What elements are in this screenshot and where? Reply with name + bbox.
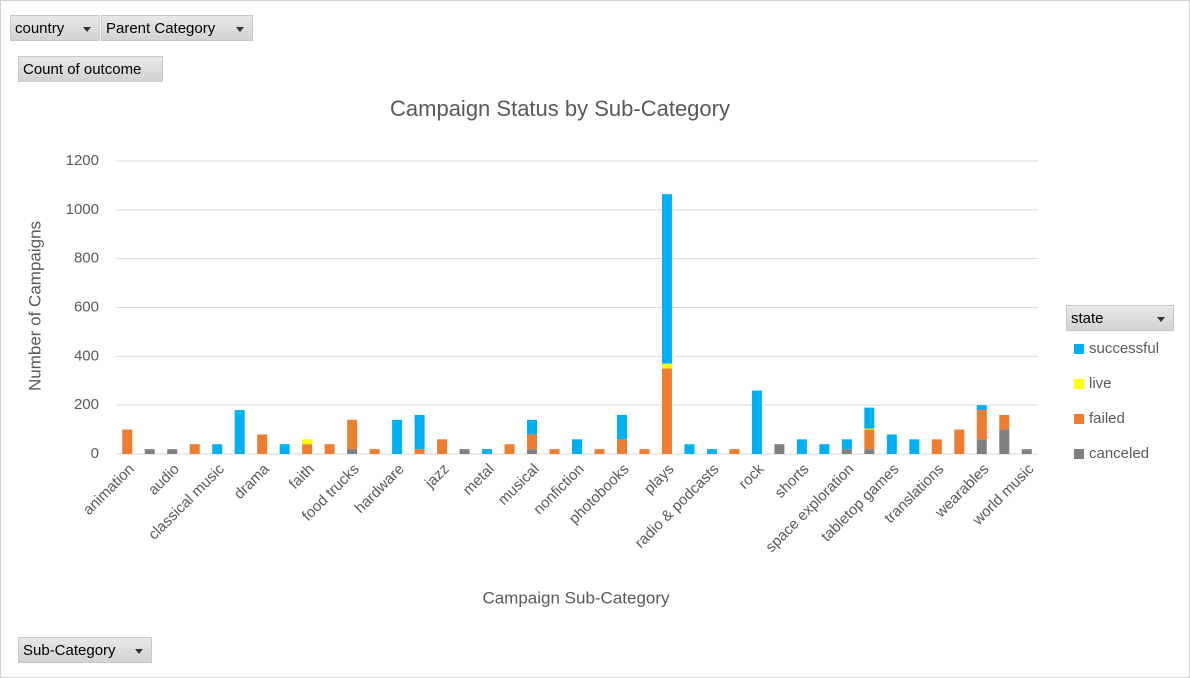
legend-swatch [1074,344,1084,354]
x-tick-label: radio & podcasts [632,461,723,552]
legend-label: successful [1089,340,1159,357]
bar-segment [392,419,403,454]
bar-segment [189,444,200,454]
chart-title: Campaign Status by Sub-Category [390,96,730,121]
legend-label: canceled [1089,445,1149,462]
button-label: Count of outcome [23,61,142,78]
bar-segment [347,449,358,454]
x-tick-label: animation [80,461,138,519]
button-label: Parent Category [106,20,216,37]
x-tick-label: plays [641,461,678,498]
x-tick-label: audio [145,461,183,499]
bar-segment [864,449,875,454]
bar-segment [999,429,1010,454]
bar-segment [324,444,335,454]
bar-segment [999,414,1010,430]
bar-segment [616,439,627,454]
y-axis-label: Number of Campaigns [25,221,44,391]
bar-segment [976,410,987,440]
legend-swatch [1074,414,1084,424]
axis-field-button[interactable]: Sub-Category [18,637,152,663]
x-tick-label: drama [231,460,274,503]
bar-segment [931,439,942,454]
bar-segment [774,444,785,454]
bar-segment [1021,449,1032,454]
bar-segment [639,449,650,454]
bar-segment [886,434,897,454]
y-tick-label: 600 [74,298,99,315]
bar-segment [616,414,627,440]
bar-segment [661,363,672,369]
legend-label: live [1089,375,1112,392]
button-label: Sub-Category [23,642,116,659]
bar-segment [347,419,358,450]
bar-segment [976,405,987,411]
y-tick-label: 1000 [66,201,99,218]
country-filter[interactable]: country [10,15,100,41]
bar-segment [864,429,875,450]
legend-label: failed [1089,410,1125,427]
legend-swatch [1074,449,1084,459]
bar-segment [527,419,538,435]
legend-field-button[interactable]: state [1066,305,1174,331]
bar-segment [841,449,852,454]
parent-category-filter[interactable]: Parent Category [101,15,253,41]
bar-segment [212,444,223,454]
y-tick-label: 200 [74,396,99,413]
bar-segment [796,439,807,454]
button-label: state [1071,310,1104,327]
bar-segment [549,449,560,454]
bar-segment [819,444,830,454]
x-tick-label: faith [286,461,318,493]
bar-segment [594,449,605,454]
bar-segment [661,368,672,454]
bar-segment [302,439,313,445]
bar-segment [864,428,875,430]
bar-segment [437,439,448,454]
y-tick-label: 1200 [66,152,99,169]
bar-segment [257,434,268,454]
values-field-button[interactable]: Count of outcome [18,56,163,82]
button-label: country [15,20,65,37]
y-tick-label: 0 [91,445,99,462]
bar-segment [234,410,245,454]
bar-segment [504,444,515,454]
bar-segment [864,407,875,429]
bar-segment [459,449,470,454]
bar-segment [684,444,695,454]
bar-segment [302,444,313,454]
x-tick-label: tabletop games [818,461,903,546]
bar-segment [751,390,762,454]
bar-segment [909,439,920,454]
bar-segment [414,449,425,454]
bar-segment [729,449,740,454]
bar-segment [841,439,852,450]
bar-segment [482,449,493,454]
bar-segment [369,449,380,454]
bar-segment [527,434,538,450]
bar-segment [144,449,155,454]
y-tick-label: 400 [74,347,99,364]
bar-segment [122,429,133,454]
x-tick-label: shorts [772,461,813,502]
bar-segment [279,444,290,454]
bar-segment [572,439,582,454]
bar-segment [527,449,538,454]
y-tick-label: 800 [74,250,99,267]
bar-segment [661,194,672,364]
bar-segment [414,414,425,450]
x-axis-label: Campaign Sub-Category [482,588,670,607]
x-tick-label: hardware [351,461,407,517]
bar-segment [954,429,965,454]
x-tick-label: metal [460,461,498,499]
x-tick-label: rock [735,460,767,492]
bar-segment [706,449,717,454]
bar-segment [976,439,987,454]
legend-swatch [1074,379,1084,389]
x-tick-label: jazz [421,461,453,493]
bar-segment [167,449,178,454]
